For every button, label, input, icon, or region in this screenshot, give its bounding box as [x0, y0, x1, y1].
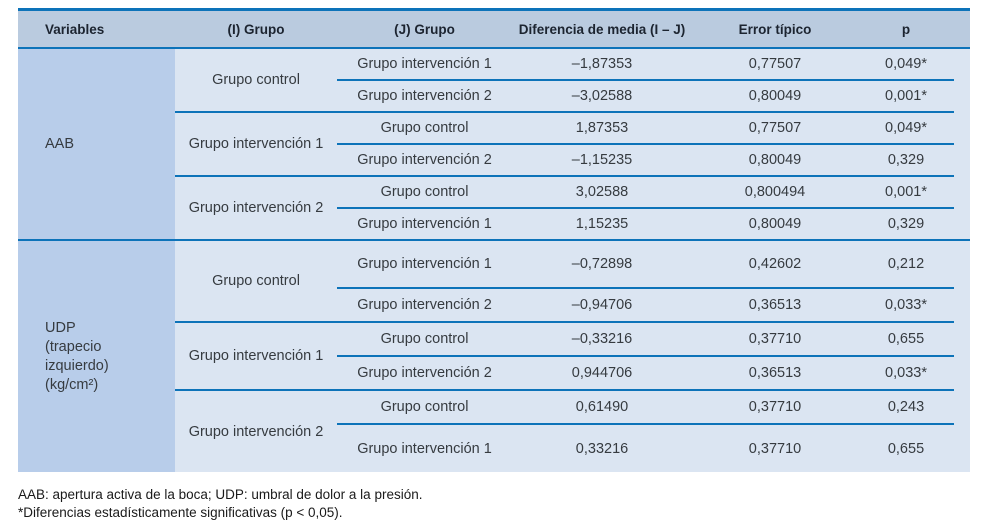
row-spacer	[954, 112, 970, 144]
std-error-cell: 0,37710	[692, 423, 858, 472]
std-error-cell: 0,37710	[692, 389, 858, 424]
i-group-cell: Grupo control	[175, 48, 337, 112]
j-group-cell: Grupo intervención 2	[337, 79, 512, 112]
row-spacer	[954, 356, 970, 390]
std-error-cell: 0,77507	[692, 111, 858, 144]
std-error-cell: 0,36513	[692, 287, 858, 322]
table-row: Grupo intervención 2 –3,02588 0,80049 0,…	[18, 79, 970, 112]
row-spacer	[954, 176, 970, 208]
row-spacer	[954, 208, 970, 240]
i-group-cell: Grupo intervención 1	[175, 111, 337, 176]
std-error-cell: 0,80049	[692, 207, 858, 240]
mean-diff-cell: –3,02588	[512, 79, 692, 112]
variable-cell: AAB	[18, 48, 175, 240]
j-group-cell: Grupo control	[337, 389, 512, 424]
mean-diff-cell: 0,33216	[512, 423, 692, 472]
table-row: Grupo intervención 1 0,33216 0,37710 0,6…	[18, 423, 970, 472]
p-value-cell: 0,001*	[858, 175, 954, 208]
row-spacer	[954, 424, 970, 472]
row-spacer	[954, 144, 970, 176]
i-group-cell: Grupo intervención 1	[175, 321, 337, 390]
table-row: Grupo intervención 1 Grupo control –0,33…	[18, 321, 970, 390]
p-value-cell: 0,655	[858, 321, 954, 356]
table-row: Grupo intervención 2 –0,94706 0,36513 0,…	[18, 287, 970, 322]
j-group-cell: Grupo intervención 1	[337, 207, 512, 240]
header-variables: Variables	[18, 8, 175, 49]
mean-diff-cell: –0,72898	[512, 239, 692, 288]
std-error-cell: 0,800494	[692, 175, 858, 208]
std-error-cell: 0,37710	[692, 321, 858, 356]
j-group-cell: Grupo intervención 2	[337, 143, 512, 176]
header-spacer	[954, 8, 970, 49]
j-group-cell: Grupo control	[337, 321, 512, 356]
row-spacer	[954, 288, 970, 322]
row-spacer	[954, 48, 970, 80]
mean-diff-cell: 0,61490	[512, 389, 692, 424]
table-row: Grupo intervención 2 Grupo control 0,614…	[18, 389, 970, 472]
p-value-cell: 0,329	[858, 143, 954, 176]
row-spacer	[954, 239, 970, 288]
p-value-cell: 0,033*	[858, 355, 954, 390]
mean-diff-cell: 1,87353	[512, 111, 692, 144]
j-group-cell: Grupo control	[337, 111, 512, 144]
j-group-cell: Grupo intervención 1	[337, 48, 512, 80]
j-group-cell: Grupo intervención 2	[337, 355, 512, 390]
row-spacer	[954, 322, 970, 356]
p-value-cell: 0,329	[858, 207, 954, 240]
mean-diff-cell: –1,87353	[512, 48, 692, 80]
table-row: Grupo intervención 1 1,15235 0,80049 0,3…	[18, 207, 970, 240]
p-value-cell: 0,049*	[858, 48, 954, 80]
p-value-cell: 0,033*	[858, 287, 954, 322]
table-row: UDP (trapecio izquierdo) (kg/cm²) Grupo …	[18, 239, 970, 472]
j-group-cell: Grupo intervención 1	[337, 423, 512, 472]
std-error-cell: 0,80049	[692, 79, 858, 112]
p-value-cell: 0,655	[858, 423, 954, 472]
variable-cell: UDP (trapecio izquierdo) (kg/cm²)	[18, 239, 175, 472]
j-group-cell: Grupo intervención 1	[337, 239, 512, 288]
header-i-grupo: (I) Grupo	[175, 8, 337, 49]
p-value-cell: 0,001*	[858, 79, 954, 112]
j-group-cell: Grupo intervención 2	[337, 287, 512, 322]
table-row: Grupo intervención 1 Grupo control 1,873…	[18, 111, 970, 176]
table-row: AAB Grupo control Grupo intervención 1 –…	[18, 48, 970, 240]
header-row: Variables (I) Grupo (J) Grupo Diferencia…	[18, 8, 970, 49]
row-spacer	[954, 80, 970, 112]
std-error-cell: 0,36513	[692, 355, 858, 390]
mean-diff-cell: –0,33216	[512, 321, 692, 356]
header-j-grupo: (J) Grupo	[337, 8, 512, 49]
std-error-cell: 0,80049	[692, 143, 858, 176]
table-row: Grupo intervención 2 –1,15235 0,80049 0,…	[18, 143, 970, 176]
std-error-cell: 0,77507	[692, 48, 858, 80]
header-p: p	[858, 8, 954, 49]
mean-diff-cell: 1,15235	[512, 207, 692, 240]
comparison-table: Variables (I) Grupo (J) Grupo Diferencia…	[18, 8, 970, 472]
p-value-cell: 0,049*	[858, 111, 954, 144]
header-error-tipico: Error típico	[692, 8, 858, 49]
table-row: Grupo intervención 2 0,944706 0,36513 0,…	[18, 355, 970, 390]
std-error-cell: 0,42602	[692, 239, 858, 288]
mean-diff-cell: 3,02588	[512, 175, 692, 208]
mean-diff-cell: –0,94706	[512, 287, 692, 322]
p-value-cell: 0,243	[858, 389, 954, 424]
p-value-cell: 0,212	[858, 239, 954, 288]
i-group-cell: Grupo intervención 2	[175, 389, 337, 472]
footnote-significance: *Diferencias estadísticamente significat…	[18, 505, 343, 520]
mean-diff-cell: –1,15235	[512, 143, 692, 176]
footnotes: AAB: apertura activa de la boca; UDP: um…	[18, 486, 988, 522]
i-group-cell: Grupo control	[175, 239, 337, 322]
j-group-cell: Grupo control	[337, 175, 512, 208]
footnote-abbreviations: AAB: apertura activa de la boca; UDP: um…	[18, 487, 423, 502]
row-spacer	[954, 390, 970, 424]
table-row: Grupo intervención 2 Grupo control 3,025…	[18, 175, 970, 240]
mean-diff-cell: 0,944706	[512, 355, 692, 390]
i-group-cell: Grupo intervención 2	[175, 175, 337, 240]
header-diferencia-media: Diferencia de media (I – J)	[512, 8, 692, 49]
